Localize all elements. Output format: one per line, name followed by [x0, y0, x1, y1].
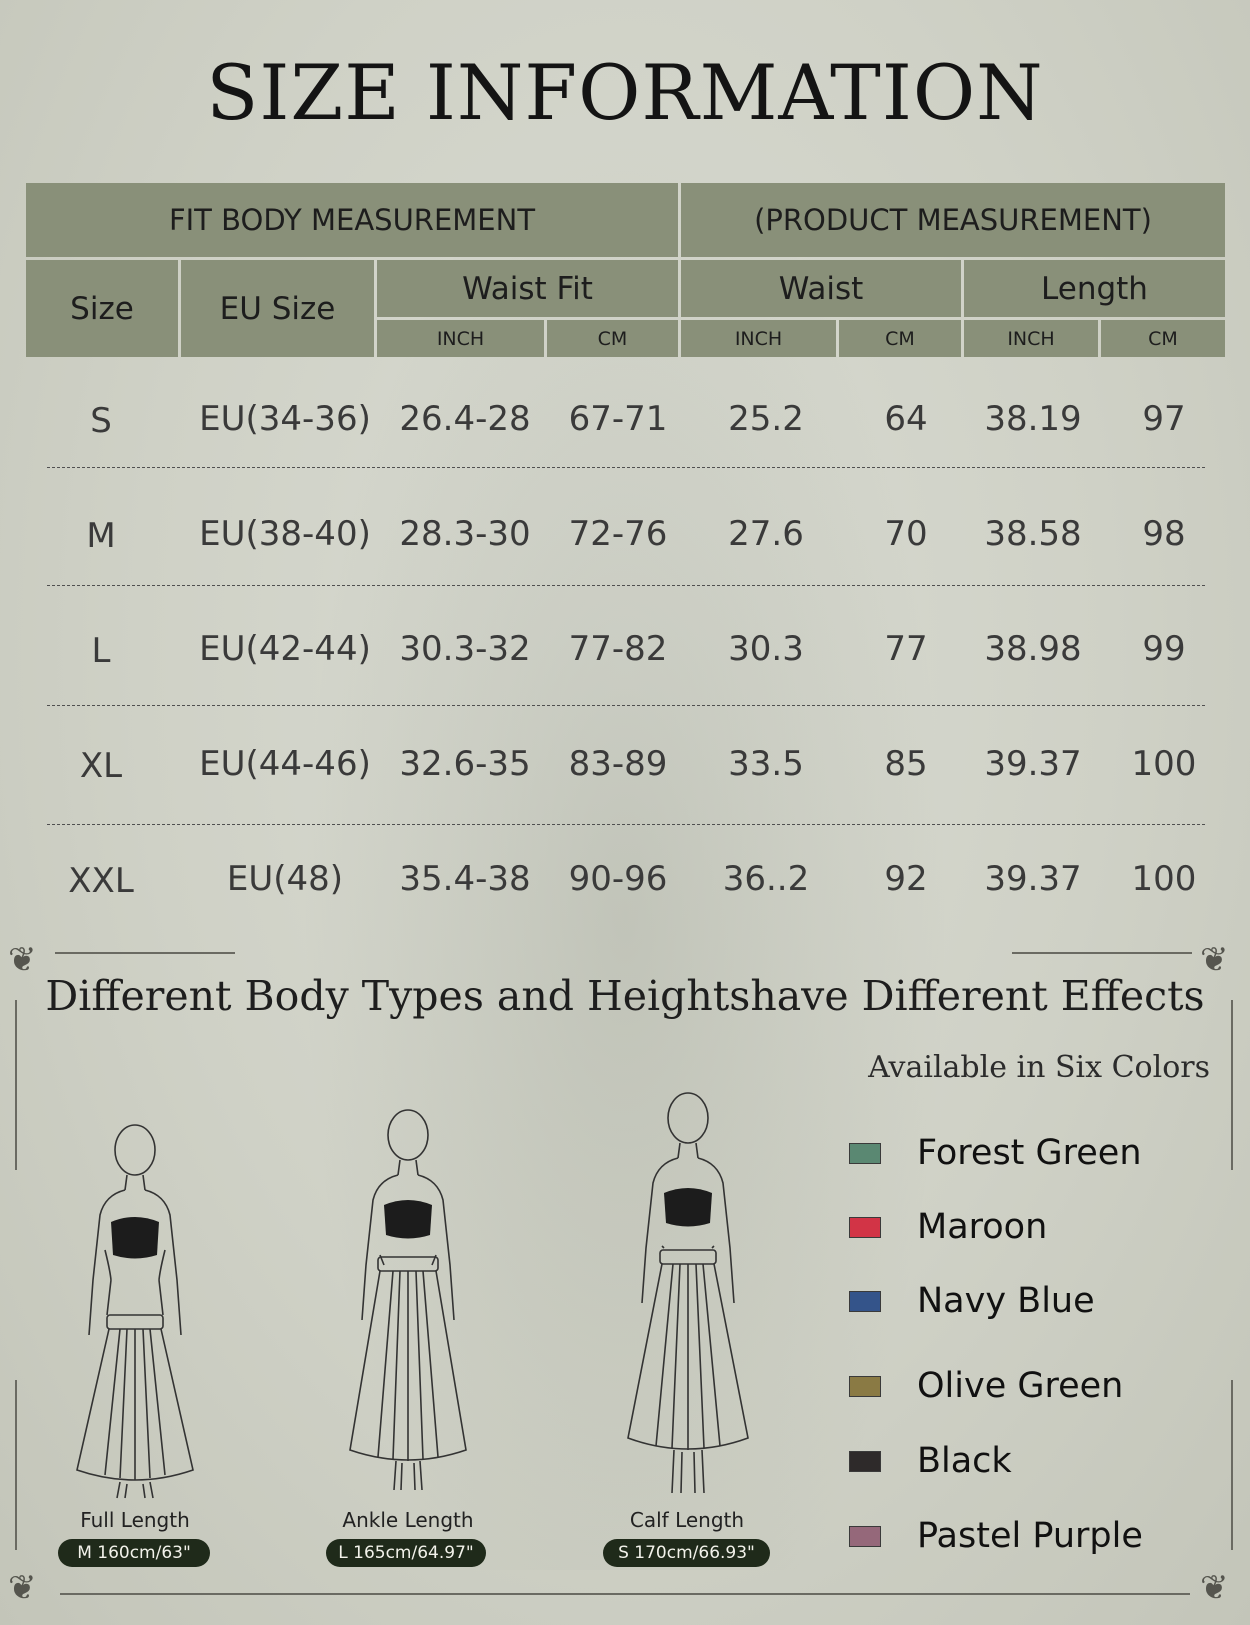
color-swatch [849, 1450, 881, 1472]
frame-right-upper-line [1231, 1000, 1233, 1170]
cell-length-inch: 38.58 [984, 514, 1082, 554]
cell-size: M [86, 516, 116, 556]
header-waist-fit-inch: INCH [377, 320, 544, 357]
figure-label-full-length: Full Length [80, 1508, 190, 1532]
cell-waist-inch: 33.5 [728, 744, 804, 784]
header-waist-cm: CM [839, 320, 961, 357]
color-option-navy-blue[interactable]: Navy Blue [849, 1281, 1095, 1321]
figure-label-calf-length: Calf Length [629, 1508, 745, 1532]
cell-length-inch: 38.98 [984, 629, 1082, 669]
row-divider [47, 705, 1205, 706]
header-waist-fit-cm: CM [547, 320, 678, 357]
color-label: Maroon [917, 1207, 1048, 1247]
cell-length-inch: 39.37 [984, 859, 1082, 899]
header-length-inch: INCH [964, 320, 1098, 357]
header-waist-fit: Waist Fit [377, 260, 678, 317]
cell-waist-cm: 70 [884, 514, 928, 554]
color-label: Black [917, 1441, 1012, 1481]
color-label: Pastel Purple [917, 1516, 1143, 1556]
color-option-maroon[interactable]: Maroon [849, 1207, 1047, 1247]
frame-top-right-line [1012, 952, 1192, 954]
cell-waist-inch: 30.3 [728, 629, 804, 669]
cell-waist-fit-inch: 30.3-32 [399, 629, 531, 669]
cell-length-cm: 100 [1131, 744, 1197, 784]
cell-waist-cm: 64 [884, 399, 928, 439]
header-length-cm: CM [1101, 320, 1225, 357]
corner-flourish-icon: ❦ [1200, 940, 1229, 980]
color-swatch [849, 1290, 881, 1312]
header-length: Length [964, 260, 1225, 317]
color-swatch [849, 1142, 881, 1164]
cell-size: XL [79, 746, 123, 786]
cell-size: XXL [68, 861, 134, 901]
badge-ankle-length: L 165cm/64.97" [326, 1539, 486, 1567]
header-size: Size [26, 260, 178, 357]
cell-eu-size: EU(38-40) [199, 514, 371, 554]
page-title: SIZE INFORMATION [206, 48, 1044, 137]
row-divider [47, 824, 1205, 825]
color-label: Navy Blue [917, 1281, 1095, 1321]
color-option-olive-green[interactable]: Olive Green [849, 1366, 1123, 1406]
color-swatch [849, 1525, 881, 1547]
cell-eu-size: EU(48) [226, 859, 344, 899]
cell-waist-fit-inch: 28.3-30 [399, 514, 531, 554]
header-product-measurement: (PRODUCT MEASUREMENT) [681, 183, 1225, 257]
cell-waist-inch: 36..2 [722, 859, 810, 899]
cell-waist-fit-cm: 83-89 [568, 744, 668, 784]
cell-waist-fit-inch: 26.4-28 [399, 399, 531, 439]
cell-length-cm: 97 [1142, 399, 1186, 439]
cell-waist-inch: 27.6 [728, 514, 804, 554]
row-divider [47, 467, 1205, 468]
figure-calf-length-illustration [627, 1092, 749, 1494]
color-label: Olive Green [917, 1366, 1124, 1406]
cell-waist-fit-cm: 72-76 [568, 514, 668, 554]
cell-waist-fit-inch: 35.4-38 [399, 859, 531, 899]
figure-ankle-length-illustration [349, 1109, 467, 1491]
body-types-heading: Different Body Types and Heightshave Dif… [45, 972, 1205, 1020]
cell-size: L [91, 631, 111, 671]
corner-flourish-icon: ❦ [1200, 1568, 1229, 1608]
color-label: Forest Green [917, 1133, 1142, 1173]
corner-flourish-icon: ❦ [8, 940, 37, 980]
cell-waist-cm: 77 [884, 629, 928, 669]
cell-waist-inch: 25.2 [728, 399, 804, 439]
cell-length-inch: 38.19 [984, 399, 1082, 439]
cell-waist-cm: 85 [884, 744, 928, 784]
color-swatch [849, 1375, 881, 1397]
badge-full-length: M 160cm/63" [58, 1539, 210, 1567]
cell-eu-size: EU(34-36) [199, 399, 371, 439]
cell-waist-fit-cm: 90-96 [568, 859, 668, 899]
header-eu-size: EU Size [181, 260, 374, 357]
colors-heading: Available in Six Colors [868, 1050, 1210, 1085]
header-waist: Waist [681, 260, 961, 317]
cell-waist-fit-cm: 77-82 [568, 629, 668, 669]
frame-top-left-line [55, 952, 235, 954]
frame-bottom-line [60, 1593, 1190, 1595]
figure-full-length-illustration [76, 1124, 194, 1499]
cell-waist-cm: 92 [884, 859, 928, 899]
cell-length-inch: 39.37 [984, 744, 1082, 784]
color-option-black[interactable]: Black [849, 1441, 1012, 1481]
cell-length-cm: 100 [1131, 859, 1197, 899]
corner-flourish-icon: ❦ [8, 1568, 37, 1608]
cell-size: S [90, 401, 112, 441]
cell-eu-size: EU(42-44) [199, 629, 371, 669]
frame-right-lower-line [1231, 1380, 1233, 1550]
color-option-forest-green[interactable]: Forest Green [849, 1133, 1142, 1173]
header-waist-inch: INCH [681, 320, 836, 357]
color-option-pastel-purple[interactable]: Pastel Purple [849, 1516, 1143, 1556]
badge-calf-length: S 170cm/66.93" [603, 1539, 770, 1567]
cell-length-cm: 99 [1142, 629, 1186, 669]
row-divider [47, 585, 1205, 586]
color-swatch [849, 1216, 881, 1238]
cell-length-cm: 98 [1142, 514, 1186, 554]
figure-label-ankle-length: Ankle Length [342, 1508, 474, 1532]
cell-eu-size: EU(44-46) [199, 744, 371, 784]
header-fit-body-measurement: FIT BODY MEASUREMENT [26, 183, 678, 257]
frame-left-lower-line [15, 1380, 17, 1550]
cell-waist-fit-inch: 32.6-35 [399, 744, 531, 784]
cell-waist-fit-cm: 67-71 [568, 399, 668, 439]
frame-left-upper-line [15, 1000, 17, 1170]
